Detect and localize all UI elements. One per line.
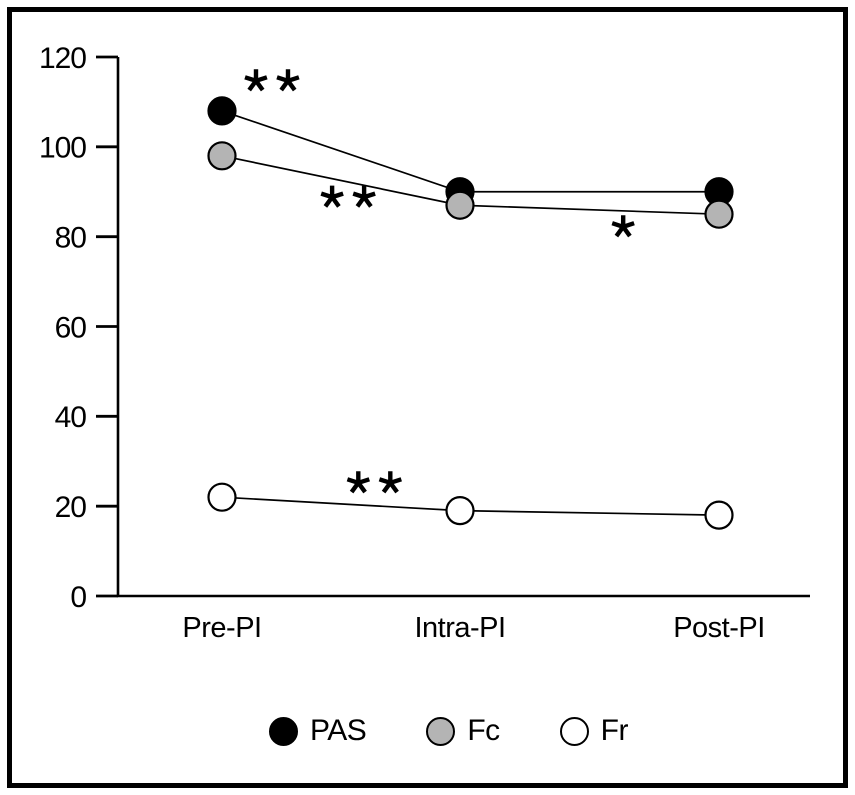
- legend: PAS Fc Fr: [21, 716, 855, 746]
- fr-marker-swatch: [559, 716, 589, 746]
- data-point-fc-post-pi: [704, 199, 734, 229]
- y-tick-label: 0: [70, 581, 86, 614]
- asterisk-glyph: [244, 69, 268, 92]
- y-tick-label: 120: [39, 42, 86, 75]
- data-point-pas-pre-pi: [207, 96, 237, 126]
- y-tick-label: 20: [55, 491, 87, 524]
- asterisk-glyph: [320, 185, 344, 208]
- legend-label-fc: Fc: [467, 714, 500, 747]
- significance-annotation: [320, 185, 376, 208]
- data-point-fc-pre-pi: [207, 141, 237, 171]
- x-category-label: Post-PI: [673, 612, 765, 644]
- asterisk-glyph: [346, 471, 370, 494]
- asterisk-glyph: [352, 185, 376, 208]
- legend-label-pas: PAS: [310, 714, 367, 747]
- data-point-fr-post-pi: [704, 500, 734, 530]
- data-point-fr-intra-pi: [445, 496, 475, 526]
- legend-item-fc: Fc: [426, 714, 500, 747]
- y-tick-label: 100: [39, 132, 86, 165]
- data-point-fr-pre-pi: [207, 482, 237, 512]
- fc-marker-swatch: [426, 716, 456, 746]
- asterisk-glyph: [611, 215, 635, 238]
- pas-marker-swatch: [269, 716, 299, 746]
- y-tick-label: 60: [55, 311, 87, 344]
- significance-annotation: [611, 215, 635, 238]
- data-point-fc-intra-pi: [445, 190, 475, 220]
- asterisk-glyph: [276, 69, 300, 92]
- x-category-label: Pre-PI: [182, 612, 261, 644]
- series-line-pas: [221, 110, 719, 193]
- y-tick-label: 40: [55, 401, 87, 434]
- legend-item-pas: PAS: [269, 714, 367, 747]
- asterisk-glyph: [378, 471, 402, 494]
- x-category-label: Intra-PI: [414, 612, 505, 644]
- significance-annotation: [346, 471, 402, 494]
- significance-annotation: [244, 69, 300, 92]
- legend-label-fr: Fr: [600, 714, 629, 747]
- legend-item-fr: Fr: [559, 714, 629, 747]
- y-tick-label: 80: [55, 221, 87, 254]
